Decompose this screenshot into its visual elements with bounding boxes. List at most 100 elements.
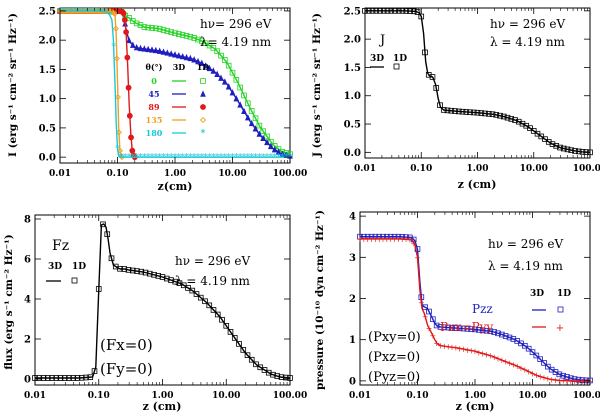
data-point-180: * — [280, 153, 285, 163]
data-point-45 — [218, 74, 224, 81]
data-point-180: * — [142, 153, 147, 163]
energy-annotation: hν= 296 eV — [200, 17, 272, 31]
data-point-0 — [252, 115, 259, 122]
y-tick-label: 2.5 — [39, 6, 56, 17]
data-point-0 — [187, 33, 194, 40]
data-point-45 — [164, 49, 171, 56]
legend-header-3d: 3D — [48, 262, 62, 272]
data-point-Pzz — [430, 316, 436, 323]
data-point-Pzz — [479, 327, 486, 334]
data-point-180: * — [100, 7, 105, 17]
x-axis-label: z(cm) — [158, 180, 193, 193]
data-point-J — [452, 108, 458, 114]
y-tick-label: 4 — [24, 295, 31, 306]
data-point-Pzz — [445, 324, 451, 331]
energy-annotation: hν = 296 eV — [488, 237, 564, 251]
panel-pressure: ++++++++++++++++++++++++++++++++++++++++… — [314, 210, 600, 413]
y-tick-label: 2.0 — [344, 35, 361, 46]
data-point-Fz — [78, 375, 85, 381]
data-point-Pxx=Pyy: + — [479, 349, 486, 358]
data-point-Fz — [282, 374, 289, 381]
x-tick-label: 0.10 — [407, 391, 429, 401]
data-point-45 — [141, 45, 148, 52]
data-point-Pzz — [449, 324, 455, 331]
data-point-180: * — [180, 153, 185, 163]
y-tick-label: 2 — [349, 294, 356, 305]
data-point-135 — [114, 94, 121, 101]
data-point-180: * — [146, 153, 151, 163]
data-point-45 — [179, 52, 186, 60]
data-point-Pzz — [502, 333, 509, 339]
data-point-Pxx=Pyy: + — [541, 374, 548, 383]
data-point-45 — [133, 43, 140, 51]
data-point-Pzz — [510, 336, 517, 342]
data-point-45 — [202, 62, 209, 69]
data-point-Pxx=Pyy: + — [491, 353, 498, 362]
legend-marker-0 — [200, 78, 206, 84]
energy-annotation: hν = 296 eV — [175, 254, 251, 268]
data-point-45 — [256, 130, 263, 137]
data-point-180: * — [272, 153, 277, 163]
data-point-0 — [260, 128, 266, 134]
data-point-Pzz — [483, 327, 490, 334]
data-point-180: * — [215, 153, 220, 163]
data-point-180: * — [134, 153, 139, 163]
data-point-J — [373, 8, 380, 14]
data-point-180: * — [69, 7, 74, 17]
data-point-45 — [198, 59, 205, 66]
data-point-Fz — [95, 286, 102, 292]
data-point-45 — [149, 46, 155, 53]
data-point-180: * — [284, 153, 289, 163]
data-point-Pzz — [533, 352, 540, 359]
data-point-Pzz — [560, 372, 566, 379]
data-point-Fz — [193, 291, 200, 297]
data-point-Pxx=Pyy: + — [387, 235, 394, 244]
data-point-Fz — [270, 371, 276, 378]
x-tick-label: 0.10 — [107, 169, 129, 179]
x-tick-label: 10.00 — [518, 391, 546, 401]
data-point-45 — [160, 48, 167, 55]
data-point-Fz — [83, 374, 89, 381]
data-point-135 — [111, 10, 118, 17]
data-point-Fz — [168, 277, 174, 283]
data-point-Pxx=Pyy: + — [395, 235, 402, 244]
series-line-J — [365, 10, 591, 153]
data-point-Fz — [202, 298, 208, 305]
series-line-180 — [60, 10, 290, 158]
data-point-Fz — [36, 375, 43, 381]
data-point-0 — [214, 48, 220, 55]
data-point-J — [448, 107, 455, 114]
data-point-180: * — [104, 8, 109, 18]
data-point-0 — [133, 20, 140, 27]
data-point-J — [482, 110, 488, 117]
x-tick-label: 0.01 — [49, 169, 71, 179]
data-point-Fz — [219, 316, 225, 323]
data-point-Pxx=Pyy: + — [406, 235, 413, 244]
note-pxy: (Pxy=0) — [368, 330, 421, 345]
data-point-Pxx=Pyy: + — [410, 239, 417, 248]
data-point-Fz — [146, 270, 153, 277]
data-point-180: * — [111, 43, 116, 53]
data-point-Fz — [240, 347, 247, 353]
data-point-Pxx=Pyy: + — [525, 367, 532, 376]
data-point-Pxx=Pyy: + — [464, 346, 471, 355]
data-point-Pzz — [556, 371, 563, 378]
legend-marker-pxx: + — [556, 323, 564, 334]
legend-label-pxx-pyy: Pxx=Pyy — [440, 320, 494, 334]
data-point-45 — [241, 107, 247, 114]
legend-header-3d: 3D — [530, 289, 544, 299]
y-tick-label: 0.0 — [344, 148, 361, 159]
data-point-Fz — [189, 287, 196, 294]
data-point-J — [459, 108, 466, 115]
data-point-Pxx=Pyy: + — [498, 356, 505, 365]
data-point-Pxx=Pyy: + — [533, 371, 540, 380]
data-point-Pxx=Pyy: + — [537, 372, 544, 381]
data-point-180: * — [88, 7, 93, 17]
panel-flux: 0.01 0.10 1.00 10.00 100.00 0 2 4 6 8 z (cm) flux… — [3, 214, 307, 413]
data-point-Fz — [278, 374, 285, 380]
data-point-45 — [221, 78, 228, 85]
data-point-Pzz — [422, 304, 428, 311]
data-point-Fz — [163, 275, 170, 282]
data-point-180: * — [150, 153, 155, 163]
